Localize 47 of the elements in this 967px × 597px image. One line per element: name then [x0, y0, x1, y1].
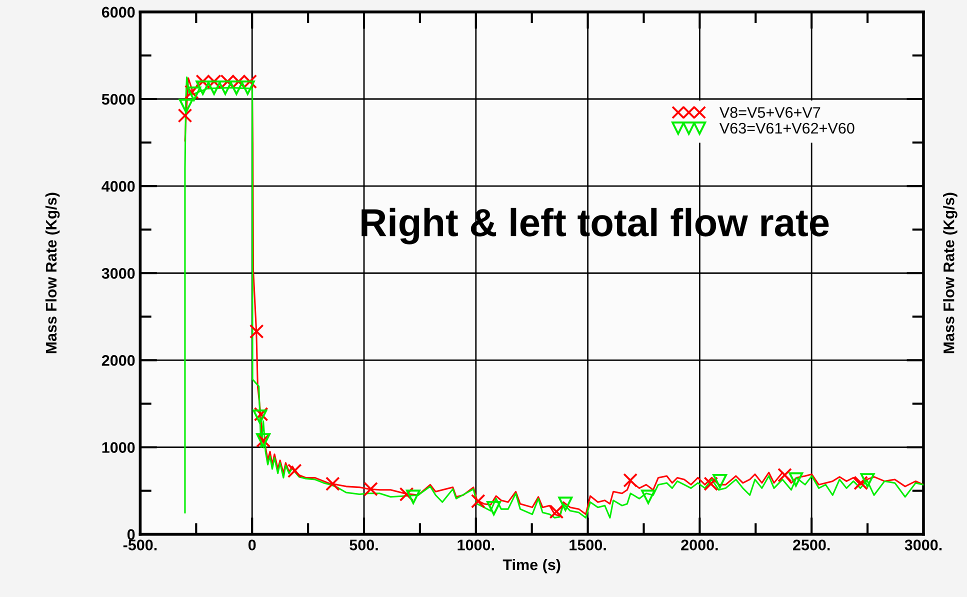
- point: [860, 473, 875, 488]
- x-tick-label: 2000.: [681, 540, 718, 550]
- point: [470, 494, 486, 508]
- point: [229, 80, 244, 95]
- point: [712, 474, 728, 488]
- point: [252, 410, 268, 424]
- point: [778, 468, 792, 482]
- legend-label: V8=V5+V6+V7: [719, 107, 820, 118]
- y-tick-label: 4000: [102, 180, 135, 192]
- point: [406, 490, 420, 504]
- point: [196, 80, 210, 95]
- point: [549, 504, 564, 519]
- point: [218, 80, 232, 95]
- point: [363, 482, 378, 496]
- point: [399, 487, 414, 502]
- y-tick-label: 0: [127, 529, 135, 540]
- y-tick-label: 6000: [102, 6, 135, 18]
- y-axis-title: Mass Flow Rate (Kg/s): [45, 192, 60, 354]
- point: [287, 464, 302, 478]
- point: [486, 500, 502, 516]
- point: [178, 108, 192, 123]
- point: [704, 476, 718, 492]
- y-tick-label: 2000: [102, 355, 135, 366]
- point: [558, 496, 573, 512]
- point: [206, 80, 222, 95]
- x-tick-label: 1500.: [570, 540, 606, 550]
- point: [178, 98, 194, 114]
- y2-axis-title: Mass Flow Rate (Kg/s): [943, 192, 958, 354]
- point: [623, 473, 638, 488]
- x-tick-label: 0: [248, 540, 256, 550]
- x-axis-title: Time (s): [502, 558, 560, 574]
- point: [254, 406, 268, 422]
- y-tick-label: 1000: [102, 442, 135, 453]
- x-tick-label: -500.: [123, 540, 157, 550]
- y-tick-label: 3000: [102, 268, 135, 279]
- x-tick-label: 1000.: [458, 540, 494, 550]
- point: [325, 476, 340, 492]
- point: [854, 476, 868, 490]
- y-tick-label: 5000: [102, 94, 135, 105]
- point: [249, 324, 264, 339]
- legend-label: V63=V61+V62+V60: [719, 122, 854, 134]
- x-tick-label: 3000.: [904, 540, 942, 550]
- x-tick-label: 2500.: [793, 540, 830, 550]
- x-tick-label: 500.: [350, 540, 378, 550]
- point: [788, 472, 804, 487]
- point: [240, 80, 255, 95]
- point: [640, 490, 656, 504]
